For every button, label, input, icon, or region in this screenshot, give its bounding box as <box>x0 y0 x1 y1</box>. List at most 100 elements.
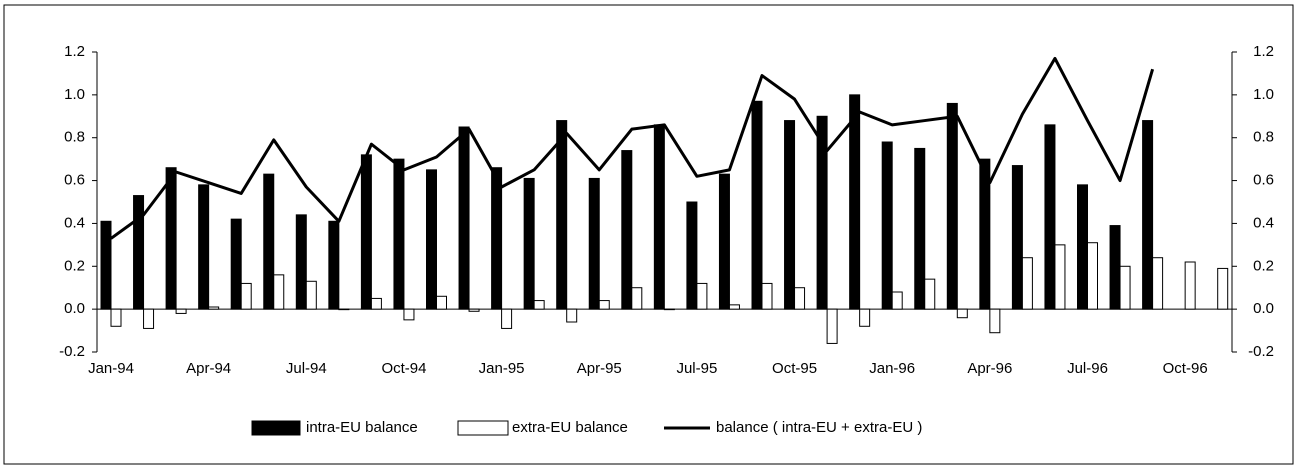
bar <box>946 102 958 310</box>
bar <box>133 195 145 310</box>
y2-tick-label: -0.2 <box>1248 343 1274 360</box>
bar <box>393 158 405 310</box>
bar <box>956 308 968 319</box>
bar <box>491 167 503 310</box>
bar <box>110 308 122 327</box>
bar <box>1054 244 1066 310</box>
y2-tick-label: 0.2 <box>1253 257 1274 274</box>
bar <box>816 115 828 310</box>
bar <box>826 308 838 344</box>
y-tick-label: 0.4 <box>64 214 85 231</box>
legend-label: balance ( intra-EU + extra-EU ) <box>716 419 922 436</box>
y2-tick-label: 1.2 <box>1253 43 1274 60</box>
x-tick-label: Apr-94 <box>186 360 231 377</box>
chart-border <box>3 4 1294 465</box>
x-tick-label: Oct-96 <box>1163 360 1208 377</box>
x-tick-label: Jan-96 <box>869 360 915 377</box>
x-tick-label: Oct-95 <box>772 360 817 377</box>
x-tick-label: Jul-94 <box>286 360 327 377</box>
bar <box>175 308 187 314</box>
x-tick-label: Jul-96 <box>1067 360 1108 377</box>
bar <box>891 291 903 310</box>
legend-label: intra-EU balance <box>306 419 418 436</box>
bar <box>458 126 470 310</box>
y-tick-label: 0.2 <box>64 257 85 274</box>
bar <box>328 220 340 310</box>
bar <box>588 177 600 310</box>
bar <box>295 214 307 310</box>
x-tick-label: Jan-94 <box>88 360 134 377</box>
bar <box>784 120 796 310</box>
bar <box>230 218 242 310</box>
bar <box>1142 120 1154 310</box>
legend-swatch <box>251 420 301 436</box>
bar <box>370 297 382 310</box>
y2-tick-label: 1.0 <box>1253 86 1274 103</box>
y-tick-label: 1.2 <box>64 43 85 60</box>
bar <box>621 150 633 310</box>
bar <box>751 100 763 310</box>
bar <box>1119 265 1131 310</box>
x-tick-label: Apr-96 <box>967 360 1012 377</box>
bar <box>208 306 220 310</box>
bar <box>761 282 773 310</box>
bar <box>436 295 447 310</box>
bar <box>686 201 698 310</box>
x-tick-label: Oct-94 <box>381 360 426 377</box>
bar <box>1217 267 1229 310</box>
bar <box>859 308 871 327</box>
bar <box>263 173 275 310</box>
bar <box>1044 124 1056 310</box>
bar <box>165 167 177 310</box>
bar <box>663 308 675 311</box>
bar <box>1011 165 1023 310</box>
y-tick-label: 0.0 <box>64 300 85 317</box>
bar <box>924 278 936 310</box>
bar <box>598 300 610 310</box>
bar <box>794 287 806 310</box>
bar <box>403 308 415 321</box>
y2-tick-label: 0.4 <box>1253 214 1274 231</box>
y2-tick-label: 0.0 <box>1253 300 1274 317</box>
bar <box>566 308 578 323</box>
y-tick-label: 0.8 <box>64 129 85 146</box>
bar <box>360 154 372 310</box>
bar <box>143 308 155 329</box>
bar <box>1152 257 1164 310</box>
bar <box>426 169 437 310</box>
bar <box>718 173 730 310</box>
bar <box>914 147 926 310</box>
bar <box>881 141 893 310</box>
legend-label: extra-EU balance <box>512 419 628 436</box>
bar <box>989 308 1001 334</box>
legend-swatch <box>457 420 509 436</box>
bar <box>696 282 708 310</box>
y-tick-label: 1.0 <box>64 86 85 103</box>
bar <box>501 308 513 329</box>
y2-tick-label: 0.8 <box>1253 129 1274 146</box>
bar <box>979 158 991 310</box>
bar <box>653 124 665 310</box>
bar <box>100 220 112 310</box>
bar <box>305 280 317 310</box>
x-tick-label: Jan-95 <box>479 360 525 377</box>
bar <box>523 177 535 310</box>
bar <box>240 282 252 310</box>
y-tick-label: 0.6 <box>64 172 85 189</box>
bar <box>273 274 285 310</box>
bar <box>468 308 480 312</box>
bar <box>1184 261 1196 310</box>
bar <box>849 94 861 310</box>
bar <box>338 308 350 311</box>
x-tick-label: Apr-95 <box>577 360 622 377</box>
bar <box>1109 225 1121 310</box>
bar <box>533 300 545 310</box>
bar <box>631 287 643 310</box>
bar <box>198 184 210 310</box>
y2-tick-label: 0.6 <box>1253 172 1274 189</box>
bar <box>1077 184 1088 310</box>
bar <box>1087 242 1098 310</box>
x-tick-label: Jul-95 <box>676 360 717 377</box>
line <box>110 56 1155 240</box>
